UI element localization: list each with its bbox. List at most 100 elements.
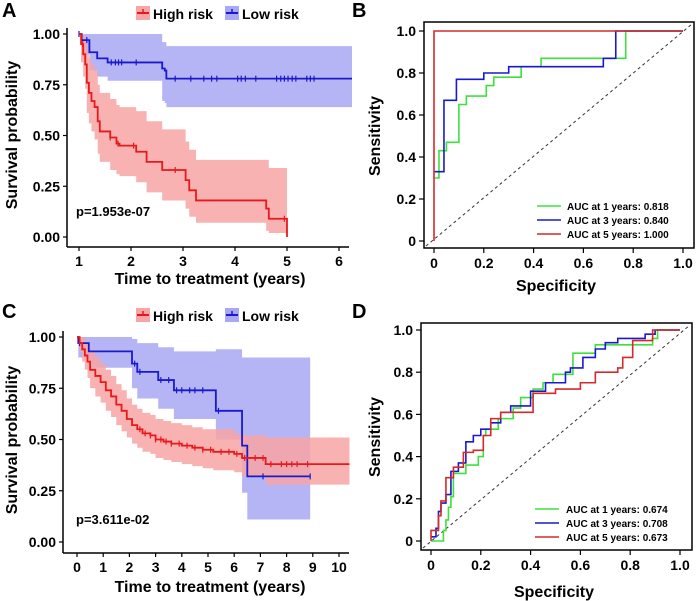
- high-risk-ci-band: [79, 34, 287, 237]
- y-axis-label-d: Sensitivity: [367, 397, 384, 477]
- plot-a: 0.00 0.25 0.50 0.75 1.00 1 2 3 4 5 6: [33, 26, 352, 269]
- panel-c: C High risk Low risk p=3.611e-02 Time to…: [2, 301, 305, 596]
- x-tick-label: 4: [231, 253, 239, 269]
- x-tick-label: 10: [331, 559, 347, 575]
- plot-frame: [423, 21, 695, 249]
- x-axis-label-d: Specificity: [514, 584, 594, 601]
- legend-label-roc5-d: AUC at 5 years: 0.673: [566, 533, 668, 544]
- y-tick-label: 1.0: [394, 322, 414, 338]
- y-axis-label-b: Sensitivity: [367, 96, 384, 176]
- x-tick-label: 0: [73, 559, 81, 575]
- y-tick-label: 0.6: [394, 406, 414, 422]
- legend-label-high-a: High risk: [153, 6, 213, 22]
- y-tick-label: 0.4: [397, 149, 417, 165]
- x-tick-label: 1: [75, 253, 83, 269]
- x-tick-label: 0.6: [574, 255, 594, 271]
- legend-label-roc3-b: AUC at 3 years: 0.840: [567, 216, 669, 227]
- legend-label-low-c: Low risk: [242, 308, 299, 324]
- y-tick-label: 0.00: [33, 229, 60, 245]
- panel-d: D Specificity Sensitivity AUC at 1 years…: [352, 301, 668, 601]
- legend-c: High risk Low risk: [136, 308, 299, 324]
- y-tick-label: 0.25: [29, 483, 56, 499]
- legend-label-low-a: Low risk: [242, 6, 299, 22]
- x-tick-label: 0.2: [474, 255, 494, 271]
- roc-curve-1-year: [434, 30, 683, 179]
- x-tick-label: 0: [430, 255, 438, 271]
- plot-frame: [420, 322, 693, 551]
- panel-a: A High risk Low risk p=1.953e-07 Time to…: [2, 0, 305, 288]
- x-tick-label: 3: [152, 559, 160, 575]
- y-tick-label: 0.2: [397, 191, 417, 207]
- x-tick-label: 2: [127, 253, 135, 269]
- x-tick-label: 0.6: [571, 557, 591, 573]
- high-risk-ci-band: [77, 337, 350, 485]
- legend-a: High risk Low risk: [136, 6, 299, 22]
- legend-d: AUC at 1 years: 0.674 AUC at 3 years: 0.…: [535, 505, 668, 544]
- low-risk-curve: [77, 336, 311, 478]
- y-tick-label: 0.6: [397, 107, 417, 123]
- y-tick-label: 0.25: [33, 178, 60, 194]
- p-value-a: p=1.953e-07: [76, 204, 150, 219]
- x-tick-label: 0.2: [471, 557, 491, 573]
- x-axis-label-b: Specificity: [516, 278, 596, 295]
- x-tick-label: 2: [126, 559, 134, 575]
- x-tick-label: 0.8: [620, 557, 640, 573]
- x-tick-label: 6: [230, 559, 238, 575]
- panel-label-d: D: [352, 301, 366, 323]
- p-value-c: p=3.611e-02: [76, 512, 149, 527]
- legend-b: AUC at 1 years: 0.818 AUC at 3 years: 0.…: [537, 202, 669, 241]
- y-tick-label: 0: [405, 533, 413, 549]
- x-tick-label: 0.8: [623, 255, 643, 271]
- panel-label-c: C: [2, 301, 16, 323]
- roc-curve-5-year: [433, 30, 683, 241]
- y-tick-label: 0.00: [29, 534, 56, 550]
- x-axis-label-c: Time to treatment (years): [115, 579, 306, 596]
- y-axis-label-c: Survival probability: [4, 366, 21, 515]
- y-tick-label: 0.75: [33, 77, 60, 93]
- x-tick-label: 0: [427, 557, 435, 573]
- y-tick-label: 0.75: [29, 380, 56, 396]
- x-tick-label: 3: [179, 253, 187, 269]
- low-risk-curve: [79, 33, 352, 80]
- high-risk-curve: [77, 336, 350, 465]
- x-tick-label: 4: [178, 559, 186, 575]
- y-tick-label: 1.00: [29, 329, 56, 345]
- x-tick-label: 1.0: [670, 557, 690, 573]
- roc-curve-3-year: [434, 30, 683, 173]
- plot-c: 0.00 0.25 0.50 0.75 1.00 0 1 2 3 4 5 6 7 8 9 10: [29, 329, 350, 575]
- x-tick-label: 5: [204, 559, 212, 575]
- x-tick-label: 1.0: [673, 255, 693, 271]
- x-tick-label: 0.4: [521, 557, 541, 573]
- legend-label-roc3-d: AUC at 3 years: 0.708: [566, 519, 668, 530]
- y-tick-label: 0.50: [33, 128, 60, 144]
- y-tick-label: 0.2: [394, 491, 414, 507]
- x-tick-label: 7: [257, 559, 265, 575]
- roc-curve-1-year: [431, 329, 680, 542]
- panel-label-a: A: [2, 0, 16, 22]
- high-risk-curve: [79, 33, 288, 237]
- y-tick-label: 0.50: [29, 432, 56, 448]
- legend-label-roc1-d: AUC at 1 years: 0.674: [566, 505, 668, 516]
- low-risk-ci-band: [79, 34, 352, 108]
- x-tick-label: 5: [283, 253, 291, 269]
- plot-b: 0 0.2 0.4 0.6 0.8 1.0 0 0.2 0.4 0.6 0.8 1.0: [397, 21, 695, 271]
- reference-diagonal: [422, 324, 691, 549]
- y-tick-label: 0.8: [394, 364, 414, 380]
- x-tick-label: 8: [283, 559, 291, 575]
- y-axis-label-a: Survival probability: [4, 61, 21, 210]
- panel-b: B Specificity Sensitivity AUC at 1 years…: [352, 0, 669, 295]
- legend-label-roc5-b: AUC at 5 years: 1.000: [567, 230, 669, 241]
- legend-label-roc1-b: AUC at 1 years: 0.818: [567, 202, 669, 213]
- roc-curve-5-year: [430, 329, 680, 541]
- x-tick-label: 0.4: [524, 255, 544, 271]
- y-tick-label: 0.4: [394, 449, 414, 465]
- plot-d: 0 0.2 0.4 0.6 0.8 1.0 0 0.2 0.4 0.6 0.8 1.0: [394, 322, 693, 573]
- x-tick-label: 6: [335, 253, 343, 269]
- legend-label-high-c: High risk: [153, 308, 213, 324]
- x-tick-label: 9: [309, 559, 317, 575]
- y-tick-label: 0.8: [397, 65, 417, 81]
- panel-label-b: B: [352, 0, 366, 22]
- reference-diagonal: [425, 23, 693, 247]
- x-tick-label: 1: [99, 559, 107, 575]
